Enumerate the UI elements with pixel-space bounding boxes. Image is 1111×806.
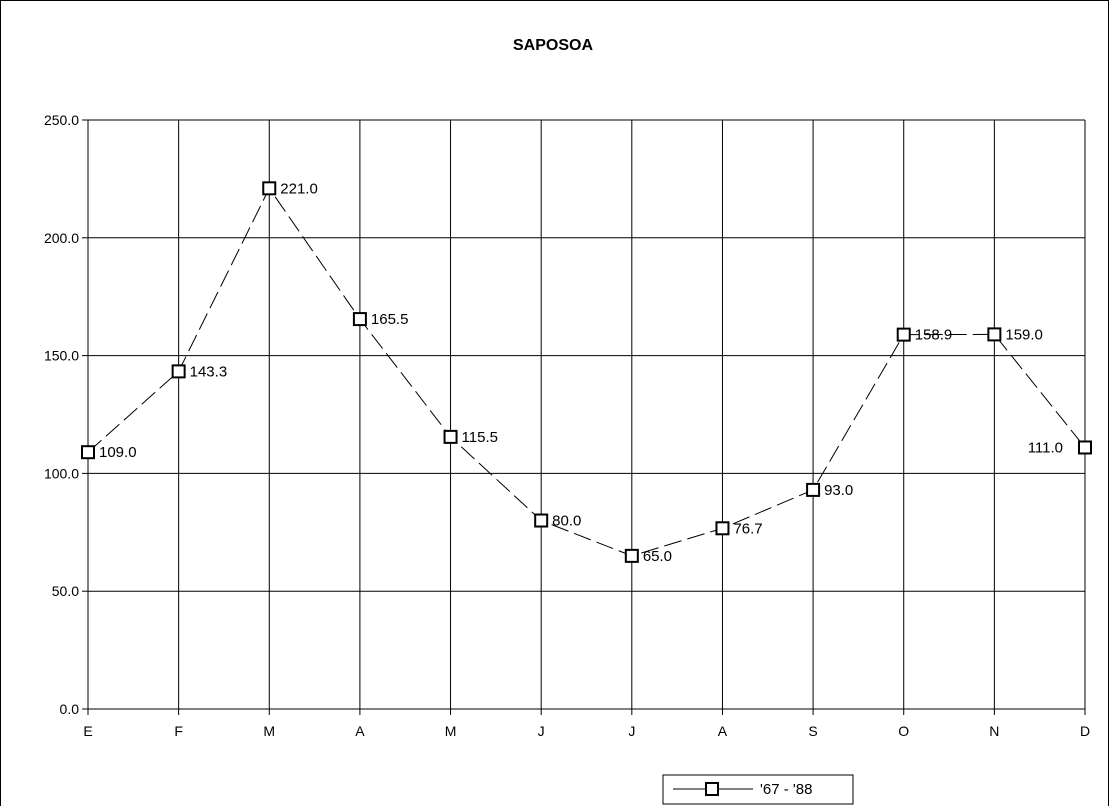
data-label: 159.0 bbox=[1005, 326, 1043, 343]
data-point-marker bbox=[806, 482, 821, 497]
x-tick-label: M bbox=[263, 723, 275, 739]
x-tick-label: S bbox=[808, 723, 817, 739]
y-tick-label: 200.0 bbox=[44, 230, 79, 246]
data-label: 109.0 bbox=[99, 444, 137, 461]
data-point-marker bbox=[352, 312, 367, 327]
data-label: 76.7 bbox=[733, 520, 762, 537]
data-point-marker bbox=[987, 327, 1002, 342]
x-tick-label: D bbox=[1080, 723, 1090, 739]
y-tick-label: 100.0 bbox=[44, 465, 79, 481]
data-point-marker bbox=[443, 429, 458, 444]
data-label: 221.0 bbox=[280, 180, 318, 197]
data-point-marker bbox=[624, 548, 639, 563]
y-tick-label: 150.0 bbox=[44, 348, 79, 364]
x-tick-label: J bbox=[538, 723, 545, 739]
x-tick-label: M bbox=[445, 723, 457, 739]
data-point-marker bbox=[171, 364, 186, 379]
x-tick-label: J bbox=[628, 723, 635, 739]
x-tick-label: N bbox=[989, 723, 999, 739]
data-point-marker bbox=[715, 521, 730, 536]
y-tick-label: 0.0 bbox=[60, 701, 80, 717]
data-point-marker bbox=[896, 327, 911, 342]
y-tick-label: 50.0 bbox=[52, 583, 79, 599]
x-tick-label: O bbox=[898, 723, 909, 739]
legend: '67 - '88 bbox=[662, 774, 854, 805]
data-label: 80.0 bbox=[552, 513, 581, 530]
data-point-marker bbox=[534, 513, 549, 528]
data-label: 111.0 bbox=[1028, 439, 1063, 456]
series-line bbox=[87, 187, 1086, 557]
legend-series-label: '67 - '88 bbox=[760, 781, 812, 798]
data-label: 165.5 bbox=[371, 311, 409, 328]
data-label: 115.5 bbox=[462, 429, 498, 446]
data-label: 143.3 bbox=[190, 363, 228, 380]
data-point-marker bbox=[81, 445, 95, 460]
x-tick-label: E bbox=[83, 723, 92, 739]
data-label: 93.0 bbox=[824, 482, 853, 499]
x-tick-label: A bbox=[355, 723, 365, 739]
data-point-marker bbox=[262, 181, 277, 196]
data-label: 158.9 bbox=[915, 327, 953, 344]
chart-title: SAPOSOA bbox=[513, 37, 593, 54]
data-label: 65.0 bbox=[643, 548, 672, 565]
x-tick-label: F bbox=[174, 723, 183, 739]
legend-marker-icon bbox=[705, 782, 719, 796]
data-point-marker bbox=[1078, 440, 1092, 455]
x-tick-label: A bbox=[718, 723, 728, 739]
y-tick-label: 250.0 bbox=[44, 112, 79, 128]
